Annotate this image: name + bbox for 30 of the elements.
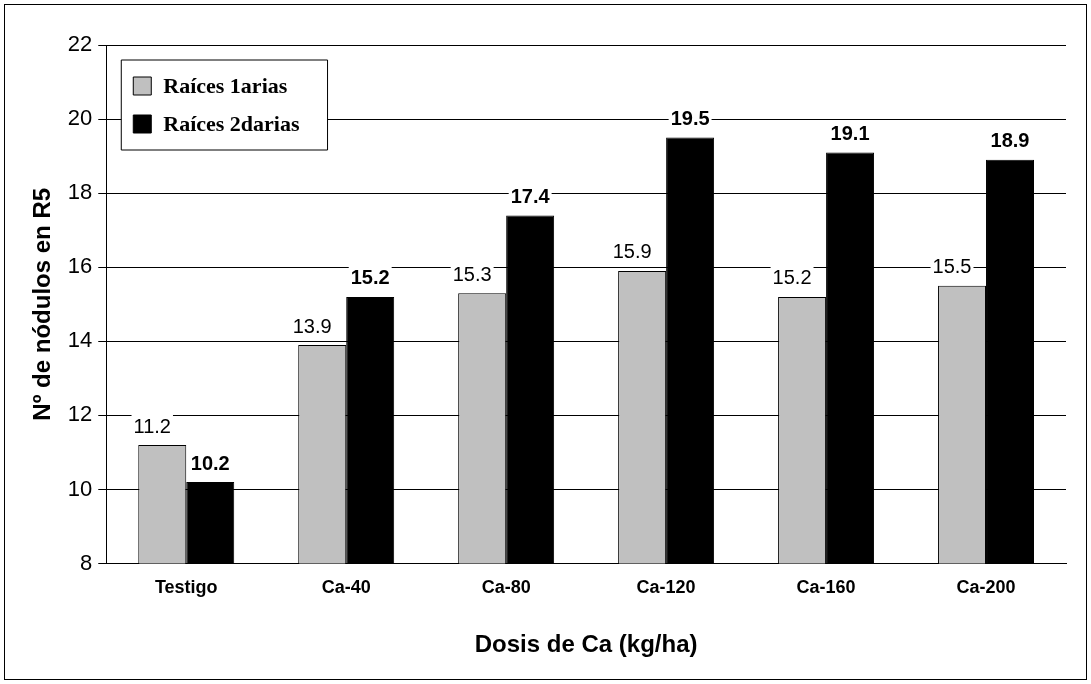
data-label: 15.5 (932, 255, 972, 278)
data-label: 15.3 (452, 262, 492, 285)
data-label: 13.9 (292, 314, 332, 337)
y-tick-label: 12 (67, 401, 93, 427)
x-tick-label: Ca-160 (796, 577, 856, 598)
x-tick-label: Ca-80 (481, 577, 531, 598)
y-tick-label: 20 (67, 105, 93, 131)
y-tick-label: 10 (67, 475, 93, 501)
legend-label: Raíces 2darias (163, 110, 300, 136)
x-tick-label: Ca-120 (636, 577, 696, 598)
data-label: 15.2 (772, 266, 812, 289)
y-tick-label: 16 (67, 253, 93, 279)
x-tick-label: Ca-40 (321, 577, 371, 598)
y-tick-label: 14 (67, 327, 93, 353)
data-label: 11.2 (133, 414, 171, 437)
data-label: 15.9 (612, 240, 652, 263)
data-label: 18.9 (990, 129, 1030, 152)
data-label: 19.5 (670, 107, 710, 130)
legend-label: Raíces 1arias (163, 72, 288, 98)
x-tick-label: Testigo (154, 577, 218, 598)
data-label: 10.2 (190, 451, 230, 474)
x-tick-label: Ca-200 (956, 577, 1016, 598)
y-tick-label: 18 (67, 179, 93, 205)
data-label: 19.1 (830, 121, 870, 144)
data-label: 15.2 (350, 266, 390, 289)
y-tick-label: 8 (80, 549, 93, 575)
x-axis-title: Dosis de Ca (kg/ha) (474, 630, 698, 658)
y-tick-label: 22 (67, 31, 93, 57)
data-label: 17.4 (510, 184, 551, 207)
y-axis-title: Nº de nódulos en R5 (28, 187, 56, 421)
